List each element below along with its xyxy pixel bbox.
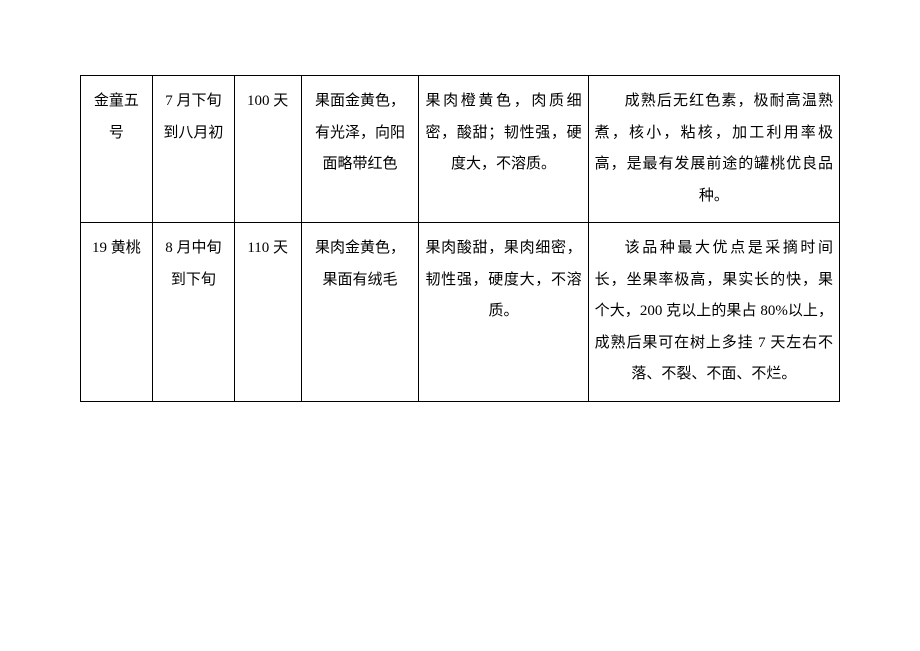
appearance-cell: 果肉金黄色，果面有绒毛 bbox=[301, 223, 419, 402]
appearance-cell: 果面金黄色，有光泽，向阳面略带红色 bbox=[301, 76, 419, 223]
harvest-time-cell: 7 月下旬到八月初 bbox=[152, 76, 234, 223]
growth-days-cell: 110 天 bbox=[234, 223, 301, 402]
growth-days-cell: 100 天 bbox=[234, 76, 301, 223]
table-row: 19 黄桃 8 月中旬到下旬 110 天 果肉金黄色，果面有绒毛 果肉酸甜，果肉… bbox=[81, 223, 840, 402]
table-row: 金童五号 7 月下旬到八月初 100 天 果面金黄色，有光泽，向阳面略带红色 果… bbox=[81, 76, 840, 223]
variety-name-cell: 金童五号 bbox=[81, 76, 153, 223]
peach-varieties-table: 金童五号 7 月下旬到八月初 100 天 果面金黄色，有光泽，向阳面略带红色 果… bbox=[80, 75, 840, 402]
table-body: 金童五号 7 月下旬到八月初 100 天 果面金黄色，有光泽，向阳面略带红色 果… bbox=[81, 76, 840, 402]
flesh-quality-cell: 果肉酸甜，果肉细密，韧性强，硬度大，不溶质。 bbox=[419, 223, 588, 402]
features-cell: 该品种最大优点是采摘时间长，坐果率极高，果实长的快，果个大，200 克以上的果占… bbox=[588, 223, 839, 402]
variety-name-cell: 19 黄桃 bbox=[81, 223, 153, 402]
harvest-time-cell: 8 月中旬到下旬 bbox=[152, 223, 234, 402]
flesh-quality-cell: 果肉橙黄色，肉质细密，酸甜；韧性强，硬度大，不溶质。 bbox=[419, 76, 588, 223]
features-cell: 成熟后无红色素，极耐高温熟煮，核小，粘核，加工利用率极高，是最有发展前途的罐桃优… bbox=[588, 76, 839, 223]
